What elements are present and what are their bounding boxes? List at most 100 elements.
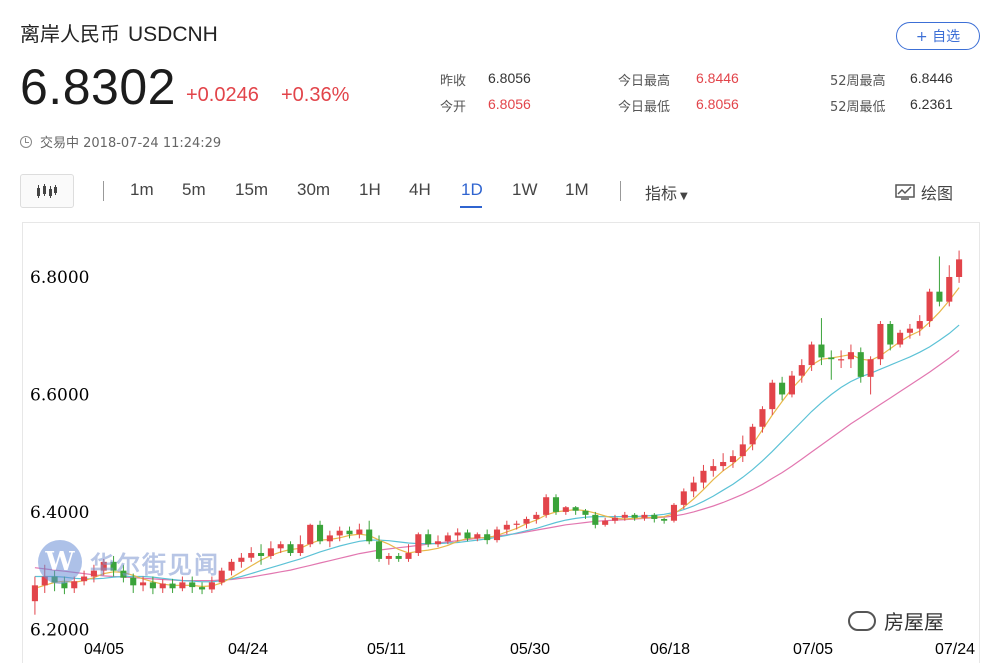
candle-body <box>287 544 294 554</box>
candle-body <box>710 466 717 471</box>
timeframe-1d[interactable]: 1D <box>461 180 483 199</box>
candle-body <box>543 497 550 515</box>
candle-body <box>149 582 156 589</box>
candle-body <box>267 548 274 556</box>
x-tick-label: 04/24 <box>228 641 268 658</box>
candle-body <box>326 535 333 542</box>
candle-body <box>169 583 176 589</box>
brand-mark: 房屋屋 <box>848 606 944 635</box>
candle-body <box>130 577 137 586</box>
instrument-code: USDCNH <box>128 23 218 46</box>
candle-body <box>572 507 579 511</box>
candle-body <box>375 541 383 559</box>
y-tick-label: 6.8000 <box>30 268 89 288</box>
candle-body <box>316 524 324 542</box>
candle-body <box>670 504 678 521</box>
x-tick-label: 07/24 <box>935 641 975 658</box>
timeframe-5m[interactable]: 5m <box>182 180 206 199</box>
day-low-label: 今日最低 <box>618 100 671 115</box>
timeframe-1w[interactable]: 1W <box>512 180 538 199</box>
candle-body <box>159 583 166 589</box>
timeframe-30m[interactable]: 30m <box>297 180 331 199</box>
candle-body <box>621 514 628 518</box>
x-tick-label: 05/30 <box>510 641 550 658</box>
watermark-logo: W <box>38 540 82 584</box>
instrument-name: 离岸人民币 <box>20 22 120 46</box>
brand-text: 房屋屋 <box>884 610 944 634</box>
draw-button[interactable]: 绘图 <box>895 180 953 204</box>
candle-body <box>651 514 658 519</box>
candle-body <box>533 514 540 519</box>
candle-body <box>474 534 481 539</box>
wechat-icon <box>848 610 876 631</box>
candle-body <box>857 352 864 377</box>
watermark: W 华尔街见闻 <box>38 540 220 584</box>
indicator-menu[interactable]: 指标 ▼ <box>645 180 688 204</box>
timeframe-1m[interactable]: 1m <box>130 180 154 199</box>
candle-body <box>81 576 88 582</box>
prev-close-value: 6.8056 <box>488 70 531 86</box>
candle-body <box>31 585 38 602</box>
watermark-text: 华尔街见闻 <box>90 550 220 579</box>
candle-body <box>897 332 904 345</box>
day-low-value: 6.8056 <box>696 96 739 112</box>
price-change-percent: +0.36% <box>281 84 350 106</box>
candle-body <box>582 510 589 515</box>
candle-body <box>661 518 668 521</box>
candle-body <box>602 520 609 525</box>
draw-label: 绘图 <box>921 184 954 203</box>
candle-body <box>415 534 422 554</box>
candle-body <box>779 382 786 395</box>
candle-body <box>90 570 97 577</box>
candle-body <box>41 576 48 586</box>
candle-body <box>238 557 245 562</box>
open-label: 今开 <box>440 100 467 115</box>
candle-body <box>513 523 520 525</box>
candle-body <box>140 582 147 586</box>
candle-body <box>484 534 491 541</box>
y-tick-label: 6.2000 <box>30 620 89 640</box>
chart-type-button[interactable] <box>20 174 74 208</box>
timeframe-4h[interactable]: 4H <box>409 180 431 199</box>
candle-body <box>838 359 845 361</box>
candle-body <box>592 514 599 525</box>
instrument-title: 离岸人民币 USDCNH <box>20 18 218 47</box>
timeframe-1mo[interactable]: 1M <box>565 180 589 199</box>
candle-body <box>425 534 432 545</box>
w52-low-value: 6.2361 <box>910 96 953 112</box>
candle-body <box>916 321 923 329</box>
chart-area[interactable] <box>22 222 980 663</box>
candle-body <box>61 582 68 589</box>
clock-icon <box>20 135 32 148</box>
trading-status: 交易中 2018-07-24 11:24:29 <box>20 132 221 151</box>
candle-body <box>464 532 471 539</box>
toolbar-divider <box>103 181 104 201</box>
candle-body <box>926 291 933 322</box>
candlestick-icon <box>37 184 57 198</box>
candle-body <box>444 535 451 542</box>
candle-body <box>611 517 619 521</box>
candle-body <box>769 382 776 410</box>
timeframe-1h[interactable]: 1H <box>359 180 381 199</box>
w52-low-label: 52周最低 <box>830 100 886 115</box>
candle-body <box>100 561 107 571</box>
candle-body <box>297 544 304 554</box>
candle-body <box>503 524 510 530</box>
w52-high-value: 6.8446 <box>910 70 953 86</box>
candle-body <box>700 470 707 483</box>
candle-body <box>798 365 805 376</box>
candle-body <box>729 456 737 462</box>
candle-body <box>808 344 815 366</box>
y-tick-label: 6.4000 <box>30 503 89 523</box>
candle-body <box>759 409 766 427</box>
candle-body <box>405 553 412 559</box>
candle-body <box>690 482 697 492</box>
candle-body <box>877 323 884 360</box>
candle-body <box>818 344 825 358</box>
y-tick-label: 6.6000 <box>30 385 89 405</box>
timeframe-15m[interactable]: 15m <box>235 180 269 199</box>
add-to-watchlist-button[interactable]: + 自选 <box>896 22 980 50</box>
candle-body <box>956 259 963 277</box>
candle-body <box>946 276 953 302</box>
